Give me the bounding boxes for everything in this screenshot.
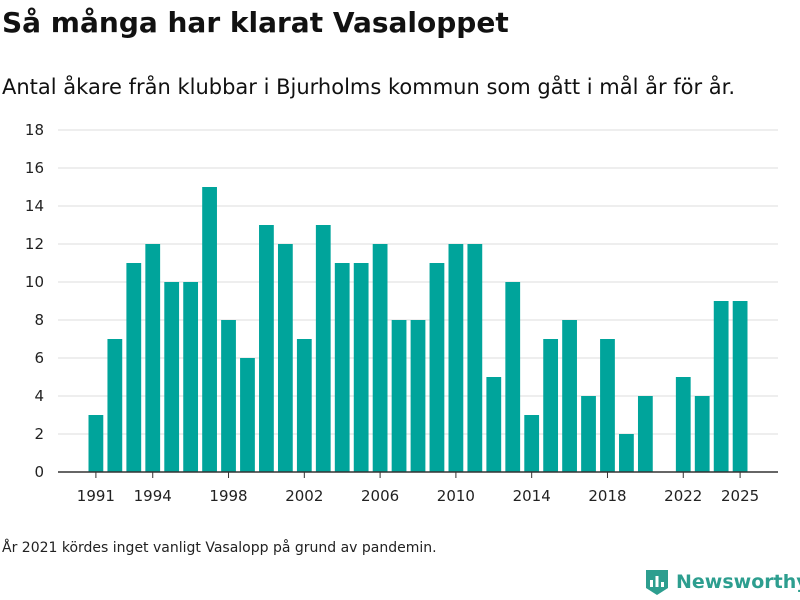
y-tick-label: 16 (25, 159, 44, 177)
x-axis-ticks: 1991 1994 1998 2002 2006 2010 2014 2018 2022 2025 (77, 472, 759, 505)
bar-1995 (164, 282, 180, 472)
brand-name: Newsworthy (676, 571, 800, 593)
bar-2002 (296, 339, 312, 472)
bar-1992 (107, 339, 123, 472)
x-tick-label: 2022 (664, 487, 702, 505)
bar-1996 (183, 282, 199, 472)
bar-2006 (372, 244, 388, 472)
bar-2001 (277, 244, 293, 472)
bar-1991 (88, 415, 104, 472)
chart-title: Så många har klarat Vasaloppet (2, 6, 509, 39)
bar-1994 (145, 244, 161, 472)
bar-chart: 0 2 4 6 8 10 12 14 16 18 1991 1994 1998 2002 2006 2010… (25, 121, 778, 505)
bar-2010 (448, 244, 464, 472)
bar-2019 (619, 434, 634, 472)
bar-2024 (713, 301, 729, 472)
bar-2017 (581, 396, 596, 472)
bar-2022 (675, 377, 691, 472)
bar-2014 (524, 415, 540, 472)
y-axis-ticks: 0 2 4 6 8 10 12 14 16 18 (25, 121, 44, 481)
bar-1998 (221, 320, 236, 472)
y-tick-label: 0 (34, 463, 44, 481)
bar-2018 (600, 339, 615, 472)
y-tick-label: 6 (34, 349, 44, 367)
y-tick-label: 8 (34, 311, 44, 329)
y-tick-label: 4 (34, 387, 44, 405)
chart-subtitle: Antal åkare från klubbar i Bjurholms kom… (2, 75, 736, 99)
bar-2020 (637, 396, 653, 472)
y-tick-label: 10 (25, 273, 44, 291)
brand-logo: Newsworthy (644, 568, 800, 596)
x-tick-label: 2014 (513, 487, 551, 505)
x-tick-label: 1994 (134, 487, 172, 505)
bar-1993 (126, 263, 142, 472)
bar-2013 (505, 282, 521, 472)
bar-1999 (240, 358, 255, 472)
x-tick-label: 2010 (437, 487, 475, 505)
bar-2023 (694, 396, 710, 472)
bar-2004 (334, 263, 350, 472)
y-tick-label: 12 (25, 235, 44, 253)
y-tick-label: 2 (34, 425, 44, 443)
x-tick-label: 2006 (361, 487, 399, 505)
bar-2008 (410, 320, 426, 472)
y-tick-label: 18 (25, 121, 44, 139)
bar-chart-logo-icon (646, 570, 668, 595)
bar-2012 (486, 377, 502, 472)
bar-2009 (429, 263, 445, 472)
x-tick-label: 1991 (77, 487, 115, 505)
bar-2005 (353, 263, 369, 472)
bar-2007 (391, 320, 407, 472)
footnote: År 2021 kördes inget vanligt Vasalopp på… (2, 540, 437, 556)
x-tick-label: 1998 (209, 487, 247, 505)
x-tick-label: 2018 (588, 487, 626, 505)
x-tick-label: 2002 (285, 487, 323, 505)
bar-2011 (467, 244, 483, 472)
bars (88, 187, 748, 472)
bar-2003 (315, 225, 331, 472)
x-tick-label: 2025 (721, 487, 759, 505)
y-tick-label: 14 (25, 197, 44, 215)
bar-1997 (202, 187, 217, 472)
bar-2015 (543, 339, 559, 472)
bar-2000 (259, 225, 274, 472)
bar-2016 (562, 320, 577, 472)
bar-2025 (732, 301, 748, 472)
